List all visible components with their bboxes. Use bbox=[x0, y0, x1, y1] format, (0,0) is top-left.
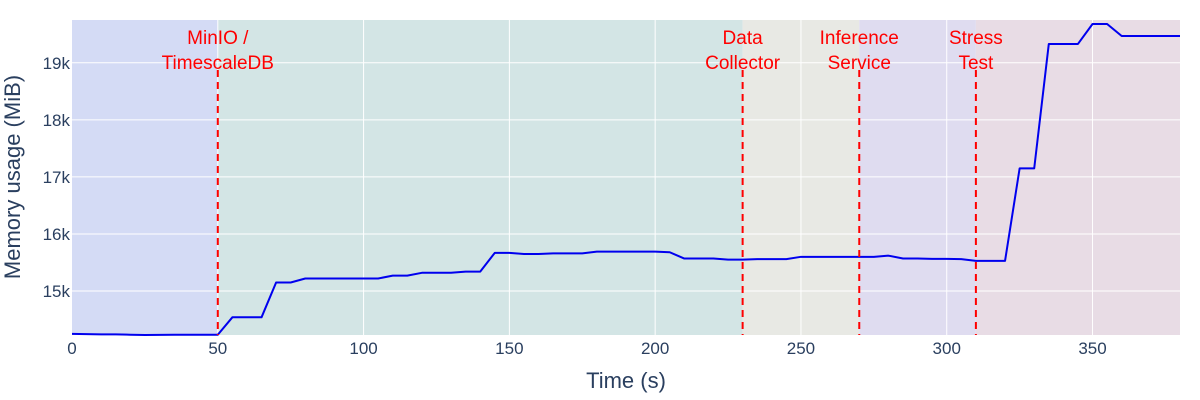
y-tick-label: 17k bbox=[43, 168, 71, 187]
y-tick-label: 15k bbox=[43, 282, 71, 301]
phase-marker-label-0: TimescaleDB bbox=[162, 53, 274, 74]
x-tick-label: 150 bbox=[495, 339, 523, 358]
phase-marker-label-2: Inference bbox=[820, 28, 899, 49]
y-tick-label: 18k bbox=[43, 111, 71, 130]
phase-marker-label-2: Service bbox=[828, 53, 891, 74]
y-axis-title: Memory usage (MiB) bbox=[0, 75, 25, 279]
x-axis-title: Time (s) bbox=[586, 368, 666, 393]
gridlines bbox=[72, 20, 1180, 335]
x-tick-label: 100 bbox=[349, 339, 377, 358]
y-axis-ticks: 15k 16k 17k 18k 19k bbox=[43, 54, 71, 301]
phase-region-1 bbox=[217, 20, 743, 335]
x-axis-ticks: 0 50 100 150 200 250 300 350 bbox=[67, 339, 1106, 358]
phase-marker-label-1: Collector bbox=[705, 53, 781, 74]
phase-marker-label-0: MinIO / bbox=[187, 28, 249, 49]
memory-series bbox=[71, 22, 1180, 336]
x-tick-label: 200 bbox=[641, 339, 669, 358]
x-tick-label: 300 bbox=[933, 339, 961, 358]
x-tick-label: 350 bbox=[1078, 339, 1106, 358]
phase-marker-label-3: Stress bbox=[949, 28, 1003, 49]
x-tick-label: 0 bbox=[67, 339, 76, 358]
phase-markers: MinIO / TimescaleDB Data Collector Inference… bbox=[162, 28, 1003, 335]
x-tick-label: 250 bbox=[787, 339, 815, 358]
y-tick-label: 16k bbox=[43, 225, 71, 244]
y-tick-label: 19k bbox=[43, 54, 71, 73]
phase-marker-label-3: Test bbox=[958, 53, 994, 74]
phase-marker-label-1: Data bbox=[723, 28, 764, 49]
x-tick-label: 50 bbox=[208, 339, 227, 358]
phase-region-0 bbox=[72, 20, 218, 335]
phase-region-4 bbox=[975, 20, 1180, 335]
phase-region-3 bbox=[859, 20, 976, 335]
series-line-0 bbox=[71, 22, 1180, 336]
